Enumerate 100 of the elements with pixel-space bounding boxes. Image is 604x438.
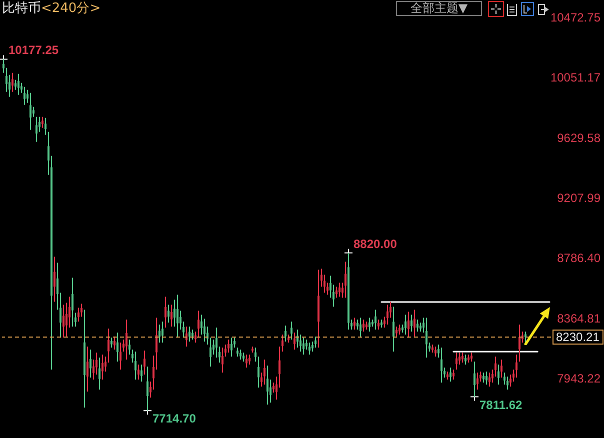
chart-subtitle: <240分> — [41, 1, 101, 16]
candlestick — [248, 354, 250, 366]
candlestick — [162, 321, 164, 344]
candlestick — [360, 317, 362, 338]
candlestick — [30, 92, 32, 130]
candlestick — [474, 361, 476, 398]
y-tick-label: 10472.75 — [550, 10, 601, 25]
candlestick — [144, 350, 146, 376]
candlestick — [344, 261, 346, 298]
candlestick — [488, 372, 490, 388]
candlestick — [32, 106, 34, 118]
candlestick — [18, 73, 20, 96]
text: 7811.62 — [480, 398, 522, 412]
candlestick — [110, 337, 112, 348]
y-tick-label: 9207.99 — [557, 191, 601, 206]
candlestick — [230, 337, 232, 358]
text: 7714.70 — [152, 412, 196, 426]
candlestick — [500, 359, 502, 378]
candlestick — [90, 349, 92, 378]
candlestick — [294, 332, 296, 350]
candlestick — [188, 326, 190, 342]
y-tick-label: 8786.40 — [557, 251, 601, 266]
candlestick — [44, 117, 46, 136]
candlestick — [392, 306, 394, 352]
candlestick — [374, 309, 376, 330]
dropdown: 全部主题▼ — [396, 1, 482, 16]
candlestick — [12, 72, 14, 92]
candlestick — [396, 326, 398, 338]
candlestick — [506, 376, 508, 390]
candlestick — [54, 256, 56, 302]
candlestick — [476, 372, 478, 390]
candlestick — [246, 354, 248, 368]
candlestick — [168, 304, 170, 324]
candlestick — [282, 334, 284, 352]
candlestick — [96, 352, 98, 376]
candlestick — [72, 277, 74, 328]
candlestick — [354, 317, 356, 330]
candlestick — [516, 354, 518, 378]
candlestick — [228, 339, 230, 354]
candlestick — [204, 318, 206, 342]
candlestick — [290, 321, 292, 340]
text: 10177.25 — [8, 43, 59, 58]
candlestick — [158, 324, 160, 344]
candlestick — [440, 347, 442, 384]
candlestick — [146, 366, 148, 412]
candlestick — [192, 329, 194, 340]
candlestick — [386, 304, 388, 326]
candlestick — [398, 324, 400, 336]
candlestick — [302, 337, 304, 356]
candlestick — [198, 310, 200, 338]
candlestick — [408, 311, 410, 338]
y-tick-label: 8364.81 — [557, 311, 601, 326]
candlestick — [42, 116, 44, 128]
candlestick — [126, 319, 128, 360]
candlestick — [14, 79, 16, 90]
candlestick — [62, 304, 64, 338]
candlestick — [338, 282, 340, 298]
ref-line-label: 8230.21 — [556, 330, 600, 344]
candlestick — [284, 325, 286, 342]
candlestick — [116, 332, 118, 362]
candlestick — [120, 342, 122, 370]
candlestick — [434, 346, 436, 358]
candlestick — [306, 339, 308, 350]
candlestick — [164, 296, 166, 328]
text: 8820.00 — [354, 236, 397, 251]
candlestick — [36, 116, 38, 142]
candlestick — [134, 351, 136, 380]
candlestick — [138, 364, 140, 380]
candlestick — [504, 372, 506, 386]
candlestick — [128, 339, 130, 356]
candlestick — [368, 317, 370, 332]
candlestick — [378, 319, 380, 330]
candlestick — [216, 327, 218, 358]
candlestick — [410, 314, 412, 332]
candlestick — [362, 319, 364, 332]
candlestick — [176, 294, 178, 338]
candlestick — [482, 372, 484, 384]
candlestick — [102, 354, 104, 380]
candlestick — [426, 317, 428, 358]
candlestick — [272, 382, 274, 394]
candlestick — [462, 352, 464, 364]
candlestick — [452, 369, 454, 380]
candlestick — [86, 346, 88, 392]
candlestick — [266, 365, 268, 406]
candlestick — [78, 307, 80, 322]
candlestick — [170, 304, 172, 328]
candlestick — [222, 347, 224, 374]
candlestick — [518, 324, 520, 362]
candlestick — [24, 86, 26, 106]
candlestick — [98, 357, 100, 390]
candlestick — [240, 349, 242, 360]
candlestick — [258, 356, 260, 388]
candlestick — [80, 303, 82, 318]
candlestick — [108, 328, 110, 364]
candlestick — [458, 352, 460, 366]
candlestick — [456, 352, 458, 370]
candlestick — [114, 336, 116, 350]
candlestick — [414, 309, 416, 338]
candlestick — [416, 319, 418, 332]
candlestick — [336, 286, 338, 298]
